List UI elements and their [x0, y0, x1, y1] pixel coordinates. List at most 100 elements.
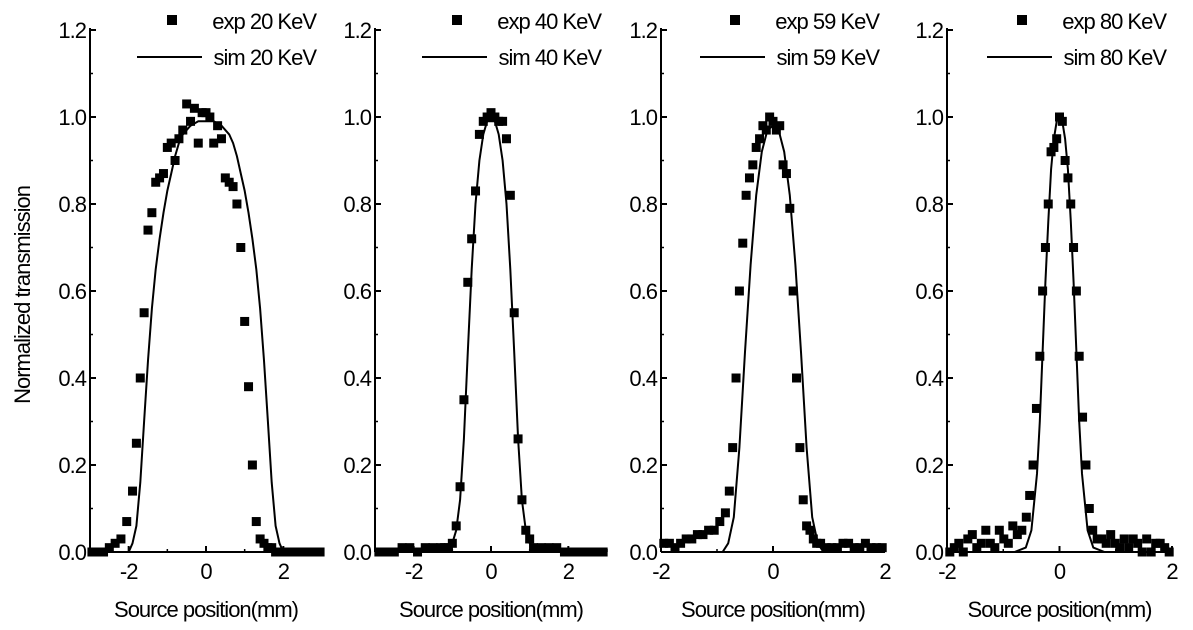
data-point: [501, 134, 511, 144]
y-tick-label: 1.0: [915, 105, 943, 130]
data-point: [467, 234, 477, 244]
data-point: [664, 538, 674, 548]
data-point: [193, 138, 203, 148]
y-axis-label: Normalized transmission: [10, 186, 35, 404]
data-point: [761, 125, 771, 135]
data-point: [1069, 243, 1079, 252]
data-point: [990, 543, 1000, 553]
data-point: [244, 382, 254, 392]
legend-marker-symbol: [452, 15, 462, 25]
y-tick-label: 0.0: [58, 540, 86, 565]
legend: exp 80 KeV sim 80 KeV: [987, 9, 1168, 70]
y-tick-label: 1.2: [58, 18, 86, 43]
data-point: [1115, 543, 1125, 553]
data-point: [838, 538, 848, 548]
data-point: [143, 225, 153, 235]
data-point: [110, 538, 120, 548]
panel-2: 0.0 0.2 0.4 0.6 0.8 1.0 1.2 -2 0 2 Source position…: [343, 9, 608, 622]
data-point: [236, 243, 246, 252]
x-tick-label: 2: [1166, 559, 1178, 584]
y-tick-label: 0.8: [58, 192, 86, 217]
data-point: [1124, 543, 1134, 553]
data-point: [186, 116, 196, 126]
data-point: [135, 373, 145, 383]
legend-label: exp 20 KeV: [212, 9, 317, 34]
y-tick-label: 1.2: [629, 18, 657, 43]
x-axis-label: Source position(mm): [968, 597, 1152, 622]
data-point: [827, 543, 837, 553]
data-point: [251, 517, 261, 527]
data-point: [832, 543, 842, 553]
panel-3: 0.0 0.2 0.4 0.6 0.8 1.0 1.2 -2 0 2 Source position…: [629, 9, 892, 622]
data-point: [205, 112, 215, 122]
data-point: [731, 373, 741, 383]
data-point: [659, 538, 669, 548]
x-tick-label: -2: [652, 559, 670, 584]
y-tick-label: 0.0: [915, 540, 943, 565]
y-tick-label: 1.0: [629, 105, 657, 130]
legend-marker-symbol: [730, 15, 740, 25]
x-tick-label: 2: [879, 559, 891, 584]
data-point: [1101, 538, 1111, 548]
data-point: [552, 543, 562, 553]
data-point: [274, 547, 284, 557]
data-point: [1081, 460, 1091, 470]
data-point: [1074, 351, 1084, 361]
data-point: [751, 142, 761, 152]
data-point: [1035, 351, 1045, 361]
data-point: [788, 286, 798, 296]
data-point: [792, 373, 802, 383]
data-point: [228, 182, 238, 192]
data-point: [855, 543, 865, 553]
y-tick-label: 0.8: [915, 192, 943, 217]
legend-label: sim 20 KeV: [214, 45, 318, 70]
data-point: [821, 543, 831, 553]
y-tick-label: 0.4: [58, 366, 86, 391]
y-tick-label: 1.2: [915, 18, 943, 43]
legend-label: sim 40 KeV: [499, 45, 603, 70]
data-point: [1088, 525, 1098, 535]
data-point: [182, 99, 192, 109]
data-point: [744, 173, 754, 183]
legend-label: exp 80 KeV: [1062, 9, 1167, 34]
data-point: [795, 443, 805, 453]
data-point: [877, 543, 887, 553]
data-point: [1060, 156, 1070, 165]
data-point: [216, 134, 226, 144]
data-point: [670, 543, 680, 553]
data-point: [860, 538, 870, 548]
y-tick-label: 0.0: [629, 540, 657, 565]
data-point: [166, 138, 176, 148]
y-tick-label: 0.8: [343, 192, 371, 217]
data-point: [139, 308, 149, 318]
data-point: [676, 538, 686, 548]
data-point: [405, 543, 415, 553]
x-axis-label: Source position(mm): [399, 597, 583, 622]
x-tick-label: -2: [938, 559, 956, 584]
y-tick-label: 0.6: [58, 279, 86, 304]
data-point: [420, 543, 430, 553]
panel-4: 0.0 0.2 0.4 0.6 0.8 1.0 1.2 -2 0 2 Source position…: [915, 9, 1179, 622]
series-line: [661, 124, 885, 553]
y-tick-label: 0.2: [629, 453, 657, 478]
data-point: [131, 438, 141, 448]
data-point: [471, 186, 481, 196]
y-tick-label: 0.6: [629, 279, 657, 304]
data-point: [1038, 286, 1048, 296]
data-point: [866, 543, 876, 553]
y-tick-label: 0.2: [915, 453, 943, 478]
data-point: [104, 543, 114, 553]
data-point: [720, 508, 730, 518]
data-point: [178, 125, 188, 135]
data-point: [240, 316, 250, 326]
data-point: [1071, 286, 1081, 296]
data-point: [798, 495, 808, 505]
data-point: [994, 525, 1004, 535]
data-point: [755, 134, 765, 144]
series-line: [947, 116, 1172, 553]
data-point: [954, 538, 964, 548]
x-tick-label: 2: [563, 559, 575, 584]
data-point: [1040, 243, 1050, 252]
data-point: [1017, 525, 1027, 535]
